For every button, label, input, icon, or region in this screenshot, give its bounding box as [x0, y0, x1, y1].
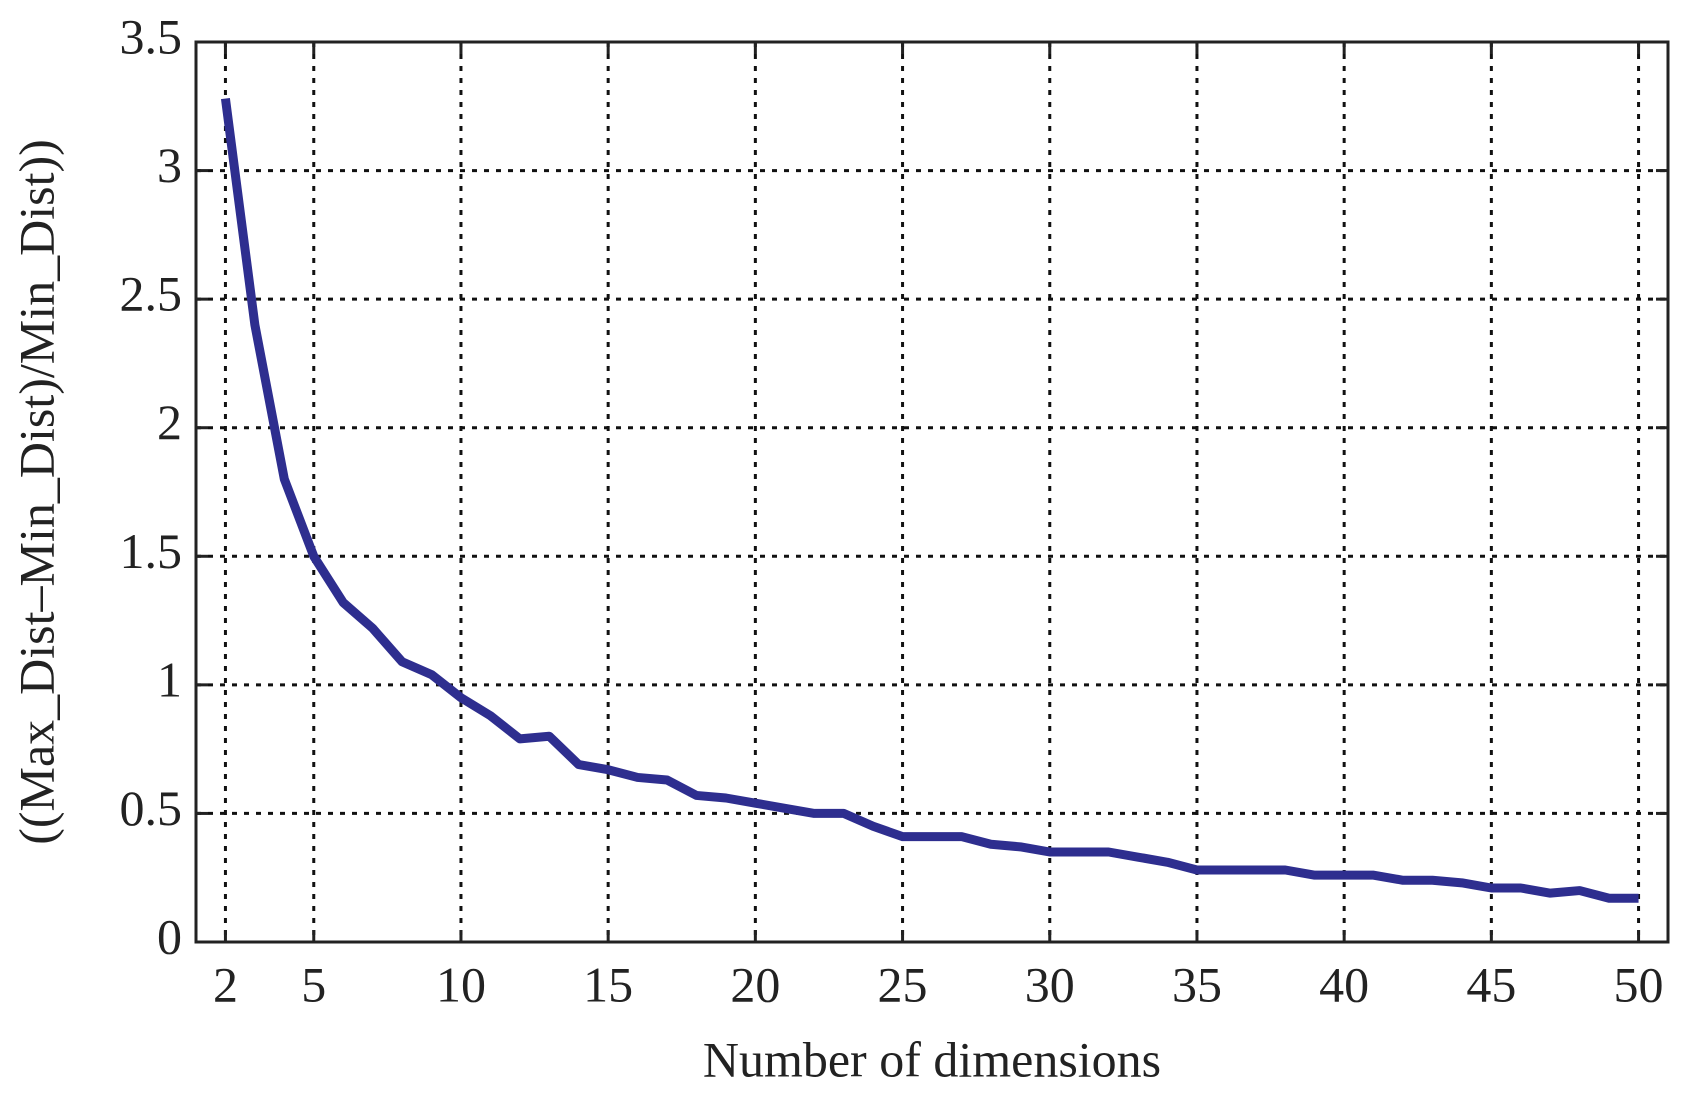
data-line [220, 97, 1639, 903]
plot-frame [194, 40, 1670, 944]
y-axis-label: ((Max_Dist–Min_Dist)/Min_Dist)) [8, 139, 64, 845]
y-tick-label: 1.5 [120, 523, 183, 579]
x-axis-label: Number of dimensions [703, 1031, 1161, 1087]
y-tick-label: 0.5 [120, 780, 183, 836]
y-tick-label: 1 [157, 651, 182, 707]
y-tick-label: 2 [157, 394, 182, 450]
x-tick-label: 25 [878, 956, 928, 1012]
x-tick-label: 35 [1172, 956, 1222, 1012]
x-tick-label: 10 [436, 956, 486, 1012]
x-tick-label: 40 [1319, 956, 1369, 1012]
x-tick-label: 50 [1614, 956, 1664, 1012]
y-tick-label: 0 [157, 908, 182, 964]
x-tick-label: 45 [1466, 956, 1516, 1012]
x-tick-label: 30 [1025, 956, 1075, 1012]
x-tick-label: 15 [583, 956, 633, 1012]
y-tick-label: 3 [157, 137, 182, 193]
x-tick-label: 5 [301, 956, 326, 1012]
x-tick-label: 2 [213, 956, 238, 1012]
y-tick-label: 2.5 [120, 266, 183, 322]
y-tick-label: 3.5 [120, 8, 183, 64]
x-tick-label: 20 [730, 956, 780, 1012]
